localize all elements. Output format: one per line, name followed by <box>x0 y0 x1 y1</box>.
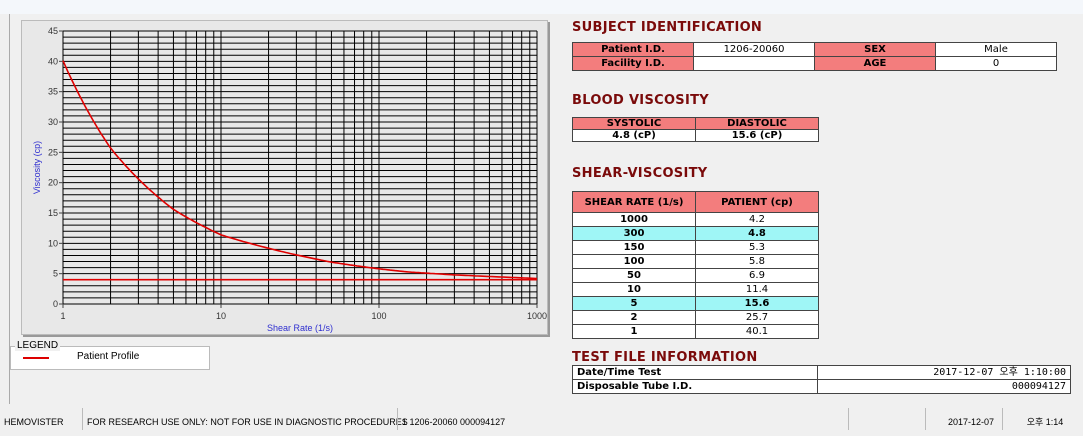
status-blank <box>848 408 925 430</box>
subject-title: SUBJECT IDENTIFICATION <box>572 20 763 35</box>
shear-row: 50 6.9 <box>572 268 819 283</box>
tube-id-label: Disposable Tube I.D. <box>572 379 818 394</box>
shear-rate-value: 100 <box>572 254 696 269</box>
y-tick-label: 5 <box>53 269 58 279</box>
date-time-value: 2017-12-07 오후 1:10:00 <box>817 365 1071 380</box>
patient-value: 4.8 <box>695 226 819 241</box>
status-bar: HEMOVISTER FOR RESEARCH USE ONLY: NOT FO… <box>0 408 1083 432</box>
x-tick-label: 1000 <box>527 311 547 321</box>
shear-row: 300 4.8 <box>572 226 819 241</box>
systolic-value: 4.8 (cP) <box>572 129 696 142</box>
x-tick-label: 1 <box>60 311 65 321</box>
legend-line-swatch <box>23 357 49 359</box>
y-tick-label: 20 <box>48 178 58 188</box>
shear-rate-value: 300 <box>572 226 696 241</box>
y-tick-label: 45 <box>48 26 58 36</box>
patient-value: 40.1 <box>695 324 819 339</box>
x-tick-label: 100 <box>371 311 386 321</box>
shear-rate-value: 5 <box>572 296 696 311</box>
status-record: 1 1206-20060 000094127 <box>397 408 848 430</box>
patient-value: 25.7 <box>695 310 819 325</box>
shear-row: 100 5.8 <box>572 254 819 269</box>
top-strip <box>0 0 1083 14</box>
y-tick-label: 15 <box>48 208 58 218</box>
shear-rate-value: 10 <box>572 282 696 297</box>
y-tick-label: 25 <box>48 147 58 157</box>
shear-row: 5 15.6 <box>572 296 819 311</box>
x-axis-label: Shear Rate (1/s) <box>267 323 333 333</box>
status-notice: FOR RESEARCH USE ONLY: NOT FOR USE IN DI… <box>82 408 408 430</box>
y-tick-label: 30 <box>48 117 58 127</box>
y-tick-label: 0 <box>53 299 58 309</box>
legend: LEGEND Patient Profile <box>10 340 210 370</box>
chart-svg: 0 5 10 15 20 25 30 35 40 45 1 10 100 1000 Shear Rate (… <box>32 26 547 333</box>
blood-title: BLOOD VISCOSITY <box>572 93 709 108</box>
shear-rate-value: 50 <box>572 268 696 283</box>
patient-value: 11.4 <box>695 282 819 297</box>
shear-rate-value: 1000 <box>572 212 696 227</box>
shear-rate-value: 150 <box>572 240 696 255</box>
shear-row: 2 25.7 <box>572 310 819 325</box>
shear-row: 10 11.4 <box>572 282 819 297</box>
shear-table: SHEAR RATE (1/s) PATIENT (cp) 1000 4.2 300 4… <box>572 191 819 339</box>
sex-value: Male <box>935 42 1057 57</box>
facility-label: Facility I.D. <box>572 56 694 71</box>
y-tick-label: 10 <box>48 238 58 248</box>
blood-table: SYSTOLIC DIASTOLIC 4.8 (cP) 15.6 (cP) <box>572 117 819 142</box>
y-tick-label: 40 <box>48 56 58 66</box>
patient-value: 6.9 <box>695 268 819 283</box>
status-time: 오후 1:14 <box>1002 408 1083 430</box>
patient-id-value: 1206-20060 <box>693 42 815 57</box>
shear-row: 1 40.1 <box>572 324 819 339</box>
patient-value: 5.3 <box>695 240 819 255</box>
facility-value <box>693 56 815 71</box>
legend-label: Patient Profile <box>77 351 140 362</box>
patient-value: 4.2 <box>695 212 819 227</box>
patient-header: PATIENT (cp) <box>695 191 819 213</box>
patient-value: 15.6 <box>695 296 819 311</box>
shear-rate-value: 2 <box>572 310 696 325</box>
shear-title: SHEAR-VISCOSITY <box>572 166 708 181</box>
shear-row: 150 5.3 <box>572 240 819 255</box>
x-tick-label: 10 <box>216 311 226 321</box>
y-tick-label: 35 <box>48 87 58 97</box>
testfile-title: TEST FILE INFORMATION <box>572 350 758 365</box>
diastolic-label: DIASTOLIC <box>695 117 819 130</box>
shear-rate-header: SHEAR RATE (1/s) <box>572 191 696 213</box>
sex-label: SEX <box>814 42 936 57</box>
systolic-label: SYSTOLIC <box>572 117 696 130</box>
legend-title: LEGEND <box>15 340 61 351</box>
age-label: AGE <box>814 56 936 71</box>
patient-value: 5.8 <box>695 254 819 269</box>
tube-id-value: 000094127 <box>817 379 1071 394</box>
y-axis-label: Viscosity (cp) <box>32 141 42 194</box>
divider <box>9 14 10 404</box>
patient-profile-line <box>62 60 538 280</box>
date-time-label: Date/Time Test <box>572 365 818 380</box>
shear-row: 1000 4.2 <box>572 212 819 227</box>
testfile-table: Date/Time Test 2017-12-07 오후 1:10:00 Disp… <box>572 365 1071 394</box>
status-app: HEMOVISTER <box>4 417 64 427</box>
plot-area <box>63 31 537 304</box>
viscosity-chart: 0 5 10 15 20 25 30 35 40 45 1 10 100 1000 Shear Rate (… <box>21 20 548 335</box>
subject-table: Patient I.D. 1206-20060 SEX Male Facility I… <box>572 42 1057 71</box>
age-value: 0 <box>935 56 1057 71</box>
status-date: 2017-12-07 <box>925 408 1006 430</box>
shear-rate-value: 1 <box>572 324 696 339</box>
patient-id-label: Patient I.D. <box>572 42 694 57</box>
diastolic-value: 15.6 (cP) <box>695 129 819 142</box>
